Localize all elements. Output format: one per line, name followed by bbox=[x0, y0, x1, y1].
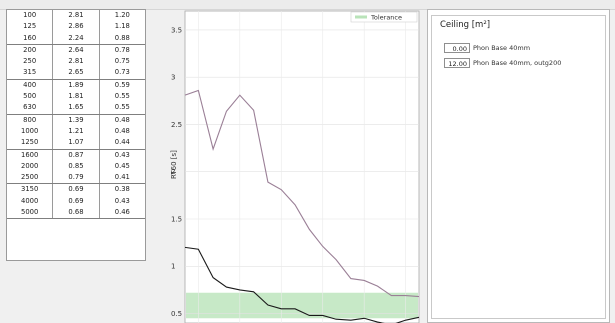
area-input[interactable]: 12.00 bbox=[444, 57, 470, 68]
top-strip bbox=[0, 0, 615, 10]
rt60-cell: 0.55 bbox=[114, 103, 130, 112]
tolerance-band bbox=[186, 292, 418, 319]
rt60-cell: 0.75 bbox=[114, 57, 130, 66]
rt60-cell: 0.38 bbox=[114, 185, 130, 194]
table-row: 1000 1.21 0.48 bbox=[7, 125, 145, 138]
frequency-cell: 1250 bbox=[7, 137, 54, 149]
rt60-cell: 0.45 bbox=[114, 161, 130, 170]
legend-box bbox=[350, 11, 418, 23]
y-tick-label: 1.5 bbox=[171, 215, 182, 223]
rt60-cell: 0.48 bbox=[114, 126, 130, 135]
rt60-cell: 2.64 bbox=[53, 44, 100, 57]
rt60-cell: 0.46 bbox=[114, 208, 130, 217]
frequency-cell: 5000 bbox=[7, 207, 54, 219]
table-row: 2000 0.85 0.45 bbox=[7, 160, 145, 173]
frequency-cell: 3150 bbox=[7, 184, 54, 196]
table-row: 4000 0.69 0.43 bbox=[7, 195, 145, 208]
rt60-cell: 0.85 bbox=[53, 160, 100, 173]
rt60-chart: 3.5 3 2.5 2 1.5 1 0.5 RT60 [s] Tolerance bbox=[155, 9, 425, 323]
rt60-cell: 2.65 bbox=[53, 67, 100, 79]
rt60-cell: 1.65 bbox=[53, 102, 100, 114]
y-tick-label: 3 bbox=[171, 74, 175, 82]
series-line-1 bbox=[184, 89, 420, 298]
rt60-cell: 0.43 bbox=[114, 150, 130, 159]
frequency-cell: 500 bbox=[7, 91, 54, 103]
table-row: 315 2.65 0.73 bbox=[7, 67, 145, 80]
rt60-cell: 0.79 bbox=[53, 172, 100, 184]
rt60-cell: 0.69 bbox=[53, 184, 100, 196]
frequency-cell: 2000 bbox=[7, 160, 54, 173]
rt60-data-table: 100 2.81 1.20 125 2.86 1.18 160 2.24 0.88 200 2.64… bbox=[6, 9, 146, 261]
table-row: 3150 0.69 0.38 bbox=[7, 184, 145, 196]
frequency-cell: 125 bbox=[7, 21, 54, 33]
table-row: 1600 0.87 0.43 bbox=[7, 149, 145, 161]
table-row: 160 2.24 0.88 bbox=[7, 32, 145, 45]
y-tick-label: 3.5 bbox=[171, 26, 182, 34]
table-row: 800 1.39 0.48 bbox=[7, 114, 145, 126]
rt60-cell: 2.24 bbox=[53, 32, 100, 44]
rt60-cell: 0.59 bbox=[114, 80, 130, 89]
frequency-cell: 800 bbox=[7, 114, 54, 126]
rt60-cell: 0.41 bbox=[114, 173, 130, 182]
ceiling-row-1[interactable]: 0.00 Phon Base 40mm bbox=[444, 42, 530, 53]
rt60-cell: 1.81 bbox=[53, 91, 100, 103]
material-label: Phon Base 40mm, outg200 bbox=[473, 58, 562, 67]
material-label: Phon Base 40mm bbox=[473, 43, 531, 52]
rt60-cell: 0.78 bbox=[114, 45, 130, 54]
y-axis-title: RT60 [s] bbox=[170, 150, 178, 179]
table-row: 100 2.81 1.20 bbox=[7, 10, 145, 22]
rt60-cell: 1.39 bbox=[53, 114, 100, 126]
frequency-cell: 250 bbox=[7, 56, 54, 68]
chart-svg: 3.5 3 2.5 2 1.5 1 0.5 RT60 [s] Tolerance bbox=[170, 10, 420, 323]
table-row: 630 1.65 0.55 bbox=[7, 102, 145, 115]
y-tick-label: 1 bbox=[171, 263, 175, 271]
frequency-cell: 100 bbox=[7, 10, 54, 22]
frequency-cell: 630 bbox=[7, 102, 54, 114]
y-tick-label: 2 bbox=[171, 168, 175, 176]
table-row: 1250 1.07 0.44 bbox=[7, 137, 145, 150]
table-row: 2500 0.79 0.41 bbox=[7, 172, 145, 185]
rt60-cell: 2.86 bbox=[53, 21, 100, 33]
rt60-cell: 0.88 bbox=[114, 33, 130, 42]
frequency-cell: 1600 bbox=[7, 149, 54, 161]
y-tick-label: 0.5 bbox=[171, 310, 182, 318]
frequency-cell: 200 bbox=[7, 44, 54, 57]
material-panel: Ceiling [m²] 0.00 Phon Base 40mm 12.00 P… bbox=[427, 9, 610, 323]
rt60-cell: 0.73 bbox=[114, 68, 130, 77]
table-row: 200 2.64 0.78 bbox=[7, 44, 145, 57]
rt60-cell: 0.69 bbox=[53, 195, 100, 208]
rt60-cell: 0.44 bbox=[114, 138, 130, 147]
frequency-cell: 160 bbox=[7, 32, 54, 44]
ceiling-row-2[interactable]: 12.00 Phon Base 40mm, outg200 bbox=[444, 57, 561, 68]
frequency-cell: 4000 bbox=[7, 195, 54, 208]
table-row: 400 1.89 0.59 bbox=[7, 79, 145, 92]
y-tick-label: 2.5 bbox=[171, 121, 182, 129]
rt60-cell: 1.21 bbox=[53, 125, 100, 138]
table-row: 250 2.81 0.75 bbox=[7, 56, 145, 68]
legend-label: Tolerance bbox=[370, 13, 402, 21]
rt60-cell: 1.07 bbox=[53, 137, 100, 149]
rt60-cell: 1.18 bbox=[114, 22, 130, 31]
plot-area bbox=[184, 10, 420, 323]
rt60-cell: 1.20 bbox=[114, 11, 130, 19]
table-row: 500 1.81 0.55 bbox=[7, 91, 145, 103]
rt60-cell: 0.68 bbox=[53, 207, 100, 219]
ceiling-group: Ceiling [m²] 0.00 Phon Base 40mm 12.00 P… bbox=[431, 15, 606, 319]
rt60-cell: 1.89 bbox=[53, 79, 100, 92]
rt60-cell: 2.81 bbox=[53, 10, 100, 22]
frequency-cell: 1000 bbox=[7, 125, 54, 138]
frequency-cell: 315 bbox=[7, 67, 54, 79]
table-row: 5000 0.68 0.46 bbox=[7, 207, 145, 220]
rt60-cell: 0.48 bbox=[114, 115, 130, 124]
frequency-cell: 2500 bbox=[7, 172, 54, 184]
area-input[interactable]: 0.00 bbox=[444, 42, 470, 53]
table-row: 125 2.86 1.18 bbox=[7, 21, 145, 33]
ceiling-group-title: Ceiling [m²] bbox=[440, 20, 491, 30]
frequency-cell: 400 bbox=[7, 79, 54, 92]
rt60-cell: 0.87 bbox=[53, 149, 100, 161]
rt60-cell: 0.43 bbox=[114, 196, 130, 205]
rt60-cell: 2.81 bbox=[53, 56, 100, 68]
rt60-cell: 0.55 bbox=[114, 92, 130, 101]
